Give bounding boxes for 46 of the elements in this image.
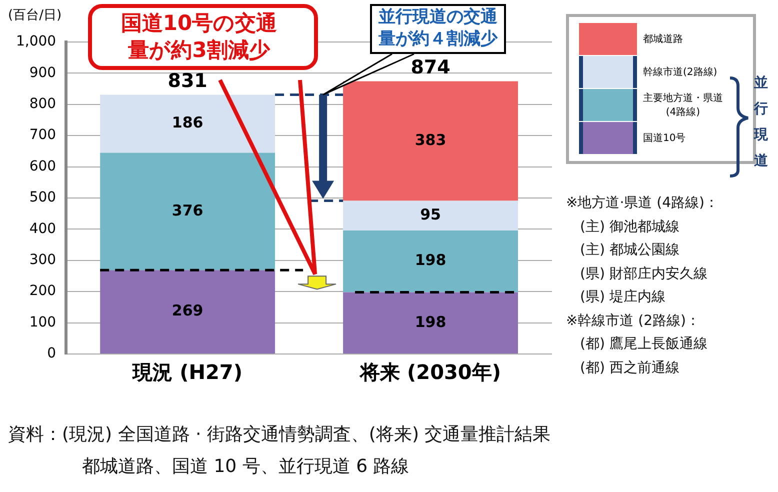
total-label: 831 — [168, 70, 208, 92]
y-axis-title: (百台/日) — [8, 7, 62, 24]
y-tick-label: 600 — [29, 158, 56, 174]
y-tick-label: 500 — [29, 190, 56, 206]
total-label: 874 — [410, 56, 450, 79]
data-label: 95 — [420, 206, 441, 224]
text: (主) 都城公園線 — [580, 241, 680, 259]
text: 主要地方道・県道 (4路線) — [643, 92, 723, 119]
x-tick-label: 現況 (H27) — [132, 360, 242, 384]
text: 都城道路 — [643, 32, 683, 46]
data-label: 186 — [172, 114, 204, 132]
text: 並行現道 — [752, 74, 769, 171]
bar — [343, 292, 518, 354]
bar — [100, 94, 276, 153]
text: ※地方道·県道 (4路線)： — [566, 194, 718, 212]
bar — [343, 81, 518, 201]
bar — [343, 200, 518, 230]
y-tick-label: 0 — [47, 346, 56, 362]
text: (県) 財部庄内安久線 — [580, 264, 708, 282]
text: 国道10号 — [643, 132, 686, 145]
data-label: 198 — [414, 312, 446, 331]
text: (主) 御池都城線 — [580, 218, 680, 236]
text: ※幹線市道 (2路線)： — [566, 312, 700, 330]
text: 資料：(現況) 全国道路 · 街路交通情勢調査、(将来) 交通量推計結果 — [8, 423, 551, 446]
y-tick-label: 100 — [29, 314, 56, 330]
y-tick-label: 400 — [29, 220, 56, 237]
bar — [343, 230, 518, 292]
text: 都城道路、国道 10 号、並行現道 6 路線 — [82, 455, 410, 478]
data-label: 383 — [414, 130, 446, 149]
text: (都) 鷹尾上長飯通線 — [580, 335, 708, 353]
data-label: 198 — [414, 251, 446, 270]
y-tick-label: 1,000 — [16, 34, 56, 50]
y-tick-label: 800 — [29, 96, 56, 112]
data-label: 376 — [172, 201, 204, 220]
text: (都) 西之前通線 — [580, 358, 680, 376]
bar — [100, 270, 276, 354]
data-label: 269 — [172, 302, 204, 320]
y-tick-label: 300 — [29, 252, 56, 268]
x-tick-label: 将来 (2030年) — [359, 360, 501, 384]
annotation: 国道10号の交通量が約3割減少 — [120, 10, 278, 64]
text: 幹線市道(2路線) — [643, 66, 718, 79]
y-tick-label: 200 — [29, 283, 56, 300]
annotation: 並行現道の交通量が約４割減少 — [378, 6, 499, 50]
y-tick-label: 900 — [29, 64, 56, 81]
y-tick-label: 700 — [29, 127, 56, 144]
text: (県) 堤庄内線 — [580, 288, 666, 306]
